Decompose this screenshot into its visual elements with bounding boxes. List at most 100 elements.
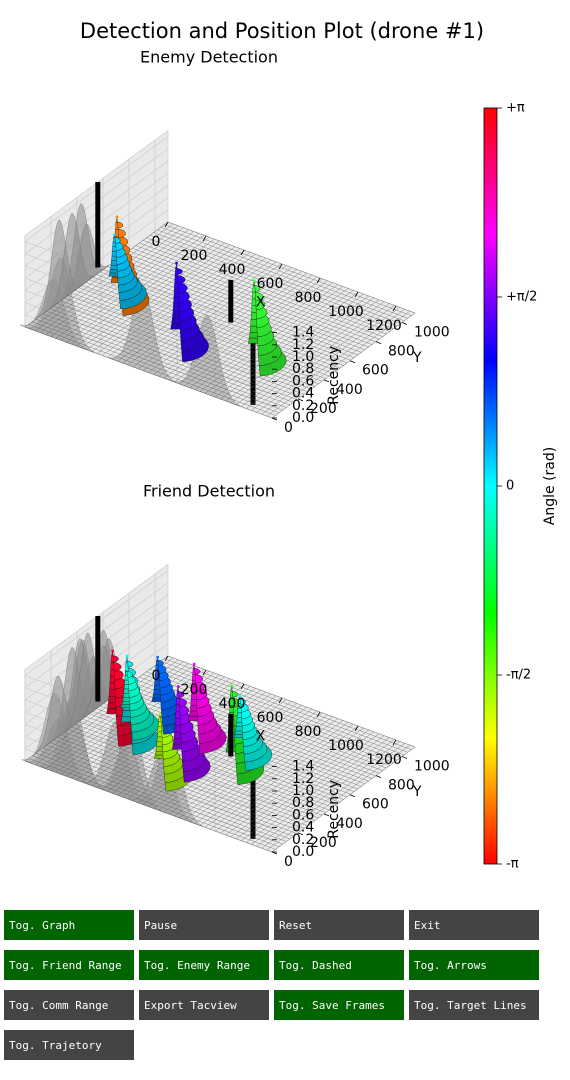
mesh-line bbox=[139, 242, 387, 335]
y-tick bbox=[401, 756, 408, 759]
peak-tip bbox=[125, 654, 129, 658]
x-tick-label: 800 bbox=[295, 290, 322, 306]
y-tick-label: 800 bbox=[388, 778, 415, 794]
figure-title: Detection and Position Plot (drone #1) bbox=[80, 19, 484, 43]
z-tick-label: 1.4 bbox=[292, 325, 314, 341]
z-tick-label: 1.0 bbox=[292, 783, 314, 799]
z-tick-label: 0.8 bbox=[292, 361, 314, 377]
peak-tip bbox=[115, 215, 119, 219]
y-tick-label: 400 bbox=[336, 382, 363, 398]
x-tick-label: 0 bbox=[152, 668, 161, 684]
x-tick bbox=[278, 263, 283, 270]
mesh-line bbox=[160, 661, 408, 753]
button-pause[interactable]: Pause bbox=[139, 910, 269, 940]
peak-band bbox=[230, 685, 238, 698]
z-tick-label: 0.6 bbox=[292, 373, 314, 389]
y-tick-label: 600 bbox=[362, 797, 389, 813]
peak-band bbox=[113, 234, 121, 244]
projection-x bbox=[173, 314, 241, 407]
x-tick-label: 200 bbox=[181, 682, 208, 698]
peak-tip bbox=[252, 279, 256, 282]
plot-title-0: Enemy Detection bbox=[140, 48, 278, 67]
mesh-line bbox=[150, 668, 398, 761]
button-tog-dashed[interactable]: Tog. Dashed bbox=[274, 950, 404, 980]
y-tick-label: 1000 bbox=[414, 759, 450, 775]
mesh-line bbox=[110, 263, 358, 356]
x-tick-label: 400 bbox=[219, 262, 246, 278]
y-tick-label: 200 bbox=[310, 835, 337, 851]
mesh-line bbox=[49, 308, 298, 400]
mesh-line bbox=[24, 760, 273, 853]
x-tick-label: 1000 bbox=[328, 304, 364, 320]
angle-colorbar: +π +π/2 0 -π/2 -π Angle (rad) bbox=[483, 101, 558, 872]
mesh-line bbox=[150, 234, 398, 327]
y-tick bbox=[297, 398, 304, 402]
button-exit[interactable]: Exit bbox=[409, 910, 539, 940]
y-tick bbox=[323, 813, 330, 817]
mesh-line bbox=[35, 752, 283, 845]
peak-band bbox=[111, 650, 119, 663]
x-tick bbox=[316, 277, 321, 284]
button-export-tacview[interactable]: Export Tacview bbox=[139, 990, 269, 1020]
y-tick bbox=[297, 832, 304, 836]
button-tog-arrows[interactable]: Tog. Arrows bbox=[409, 950, 539, 980]
friend-detection-plot: Friend Detection020040060080010001200X02… bbox=[21, 482, 450, 870]
peak-tip bbox=[113, 233, 116, 237]
peak-surface bbox=[170, 261, 209, 363]
peak-band bbox=[156, 657, 164, 667]
button-tog-target-lines[interactable]: Tog. Target Lines bbox=[409, 990, 539, 1020]
z-tick-label: 0.2 bbox=[292, 832, 314, 848]
x-tick-label: 200 bbox=[181, 248, 208, 264]
mesh-line bbox=[24, 326, 273, 419]
colorbar-tick-label: -π/2 bbox=[506, 668, 531, 683]
mesh-line bbox=[164, 658, 412, 750]
y-tick-label: 0 bbox=[284, 420, 293, 436]
colorbar-gradient bbox=[483, 107, 498, 865]
x-tick-label: 600 bbox=[257, 710, 284, 726]
y-tick bbox=[323, 379, 330, 383]
mesh-line bbox=[160, 227, 408, 319]
mesh-line bbox=[42, 313, 290, 406]
z-tick-label: 0.8 bbox=[292, 795, 314, 811]
colorbar-tick-label: -π bbox=[506, 857, 519, 872]
x-tick bbox=[316, 711, 321, 718]
button-tog-comm-range[interactable]: Tog. Comm Range bbox=[4, 990, 134, 1020]
peak-band bbox=[125, 668, 133, 678]
x-tick bbox=[164, 221, 169, 228]
button-tog-enemy-range[interactable]: Tog. Enemy Range bbox=[139, 950, 269, 980]
peak-tip bbox=[230, 684, 234, 688]
y-tick-label: 400 bbox=[336, 816, 363, 832]
button-tog-trajetory[interactable]: Tog. Trajetory bbox=[4, 1030, 134, 1060]
z-tick-label: 0.0 bbox=[292, 410, 314, 426]
x-axis-label: X bbox=[256, 729, 266, 745]
colorbar-tick-label: +π bbox=[506, 101, 525, 116]
z-tick-label: 0.0 bbox=[292, 844, 314, 860]
peak-band bbox=[125, 656, 134, 668]
peak-tip bbox=[238, 694, 242, 698]
mesh-line bbox=[146, 237, 394, 329]
peak-tip bbox=[176, 685, 180, 688]
colorbar-tick-label: +π/2 bbox=[506, 290, 537, 305]
y-tick bbox=[375, 775, 382, 779]
peak-tip bbox=[158, 712, 162, 716]
mesh-line bbox=[164, 224, 412, 316]
colorbar-label: Angle (rad) bbox=[542, 447, 558, 525]
mesh-line bbox=[121, 255, 369, 348]
peak-band bbox=[192, 664, 201, 675]
button-tog-friend-range[interactable]: Tog. Friend Range bbox=[4, 950, 134, 980]
mesh-line bbox=[135, 245, 383, 337]
mesh-line bbox=[167, 655, 416, 748]
button-tog-save-frames[interactable]: Tog. Save Frames bbox=[274, 990, 404, 1020]
x-tick bbox=[392, 739, 397, 746]
button-tog-graph[interactable]: Tog. Graph bbox=[4, 910, 134, 940]
mesh-line bbox=[42, 747, 290, 840]
x-tick-label: 1200 bbox=[366, 752, 402, 768]
peak-surface bbox=[120, 667, 160, 741]
colorbar-tick-label: 0 bbox=[506, 479, 514, 494]
button-reset[interactable]: Reset bbox=[274, 910, 404, 940]
mesh-line bbox=[167, 221, 416, 314]
z-tick-label: 1.0 bbox=[292, 349, 314, 365]
mesh-line bbox=[103, 269, 351, 361]
projection-y bbox=[48, 213, 95, 310]
x-tick bbox=[278, 697, 283, 704]
